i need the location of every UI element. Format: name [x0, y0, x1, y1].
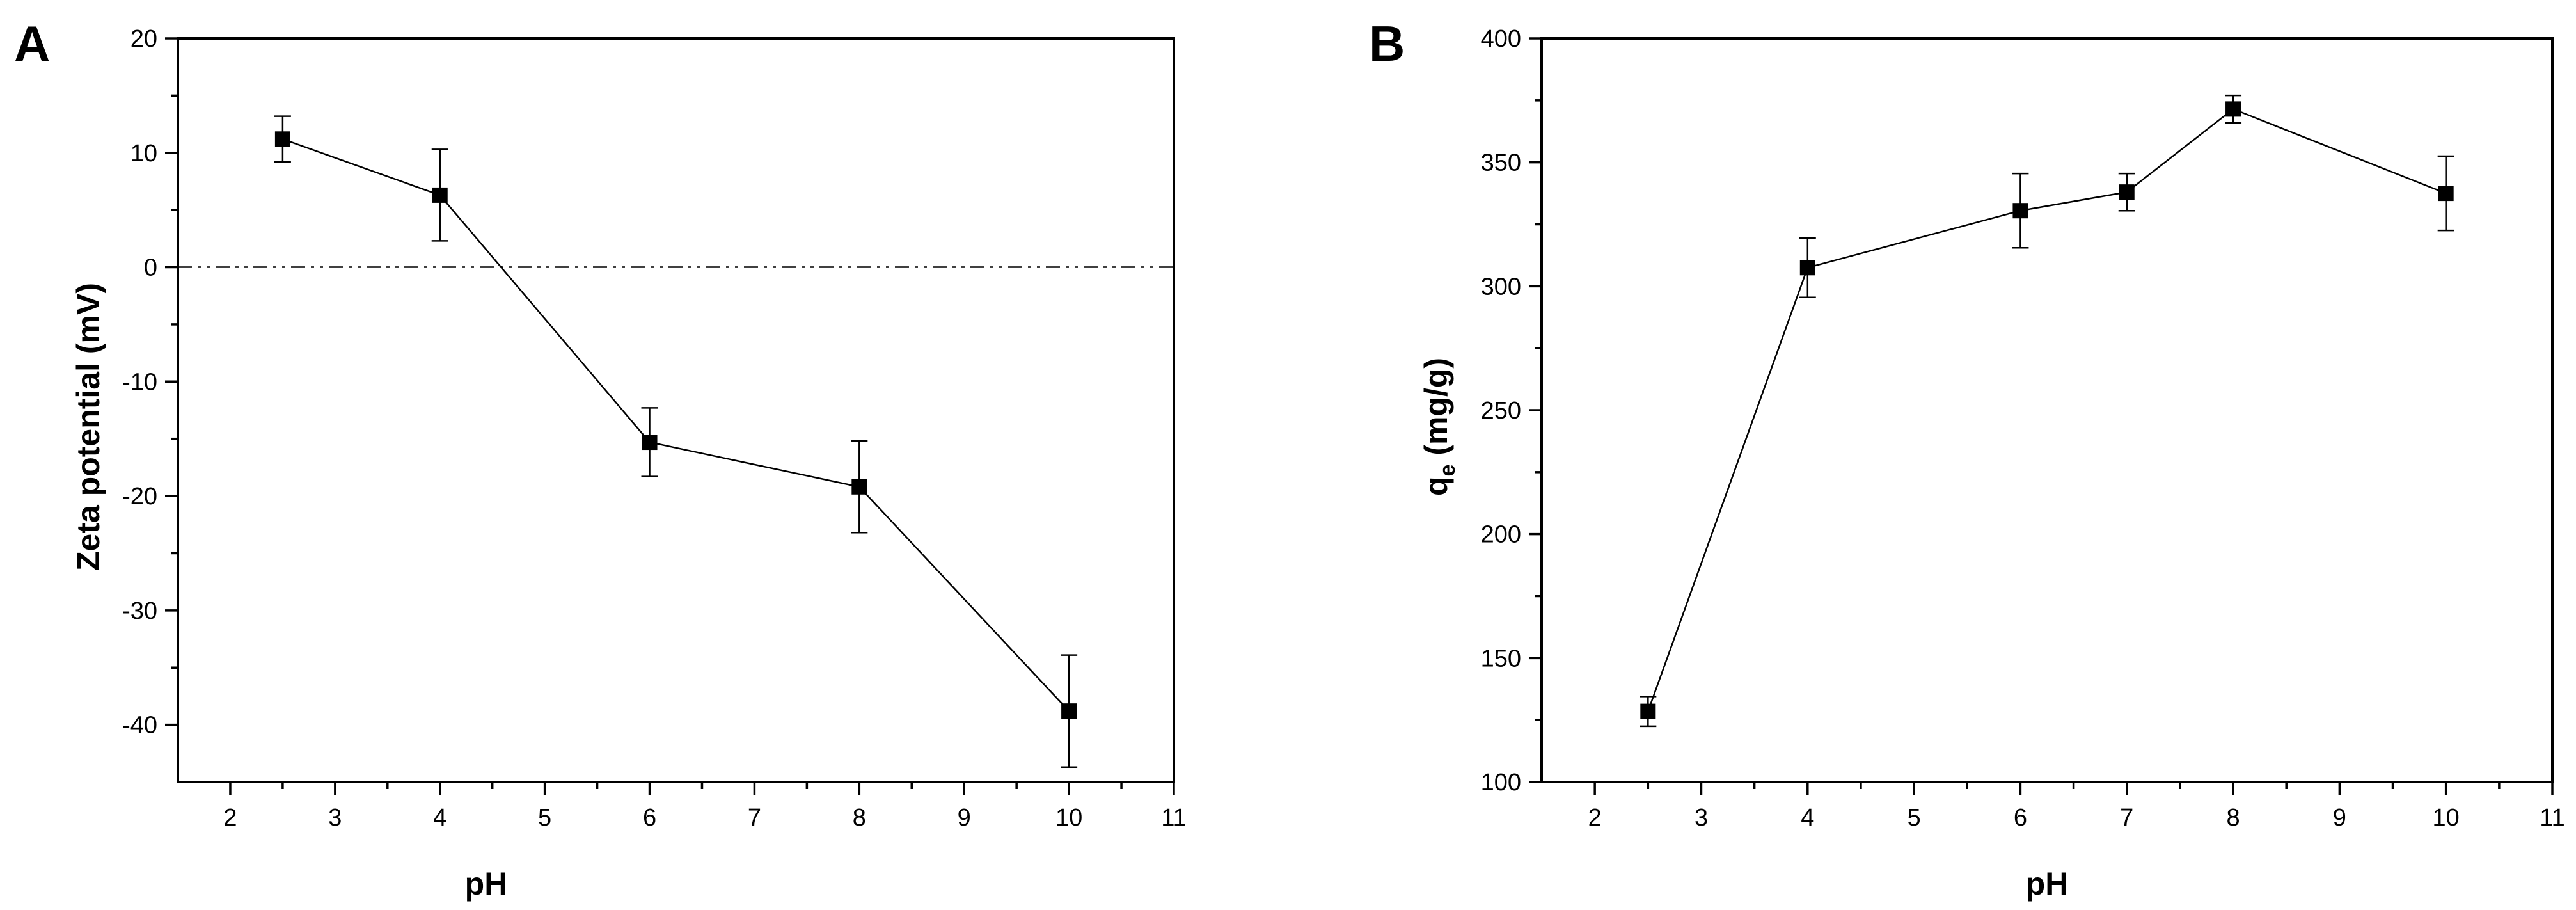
- panel-a-y-tick-label: 20: [130, 26, 157, 52]
- panel-b-y-axis-title-subscript: e: [1435, 465, 1460, 477]
- panel-a-x-tick-label: 10: [1055, 804, 1082, 831]
- panel-b-x-tick-label: 9: [2333, 804, 2346, 831]
- panel-b-x-tick-label: 5: [1908, 804, 1921, 831]
- panel-b-y-axis-title-q: q: [1418, 477, 1454, 497]
- panel-b-data-point: [2438, 186, 2454, 202]
- panel-b-y-tick-label: 350: [1481, 150, 1521, 177]
- panel-a-x-tick-label: 3: [328, 804, 342, 831]
- panel-b-data-point: [2012, 203, 2028, 219]
- panel-a-y-tick-label: -40: [122, 712, 157, 739]
- panel-a-x-tick-label: 2: [223, 804, 237, 831]
- panel-a-y-tick-label: -30: [122, 598, 157, 625]
- panel-b-x-tick-label: 11: [2540, 804, 2564, 831]
- panel-b-y-axis-title: qe (mg/g): [1418, 358, 1460, 496]
- panel-a-y-tick-label: 0: [144, 255, 157, 282]
- panel-b-x-tick-label: 6: [2014, 804, 2027, 831]
- panel-b-letter: B: [1369, 15, 1405, 72]
- panel-b-y-tick-label: 300: [1481, 273, 1521, 300]
- panel-a-x-tick-label: 6: [643, 804, 656, 831]
- panel-b-x-axis-title: pH: [2026, 866, 2069, 902]
- panel-b-data-point: [2225, 101, 2241, 117]
- panel-a-x-tick-label: 5: [538, 804, 551, 831]
- panel-b-y-tick-label: 150: [1481, 645, 1521, 672]
- panel-b-plot-frame: [1540, 37, 2554, 783]
- panel-a-y-tick-label: 10: [130, 140, 157, 167]
- panel-a-y-tick-label: -10: [122, 369, 157, 395]
- panel-a-x-tick-label: 4: [433, 804, 446, 831]
- panel-b-y-tick-label: 200: [1481, 522, 1521, 548]
- panel-a-data-point: [1061, 703, 1077, 719]
- panel-a-letter: A: [14, 15, 50, 72]
- panel-b-x-tick-label: 3: [1695, 804, 1708, 831]
- panel-a-data-point: [274, 131, 290, 147]
- panel-b-x-tick-label: 10: [2433, 804, 2460, 831]
- chart-panel-b: B pH qe (mg/g) 2 3 4 5 6 7 8 9 10 11 100 150 200 250 3…: [1369, 15, 2565, 902]
- panel-b-y-tick-label: 400: [1481, 26, 1521, 52]
- panel-b-data-point: [1799, 260, 1815, 276]
- panel-a-x-tick-label: 11: [1161, 804, 1186, 831]
- panel-a-x-tick-label: 9: [958, 804, 971, 831]
- panel-b-x-tick-label: 7: [2120, 804, 2133, 831]
- panel-a-series-line: [282, 138, 1070, 712]
- panel-a-data-point: [432, 187, 448, 203]
- panel-b-y-tick-label: 100: [1481, 769, 1521, 796]
- chart-panel-a: A pH Zeta potential (mV) 2 3 4 5 6 7 8 9 10 11 -40…: [14, 15, 1187, 902]
- panel-b-x-tick-label: 4: [1801, 804, 1814, 831]
- panel-a-y-tick-label: -20: [122, 483, 157, 510]
- panel-a-data-point: [642, 435, 658, 451]
- panel-a-x-tick-label: 7: [748, 804, 761, 831]
- panel-b-data-point: [2119, 184, 2135, 200]
- panel-b-x-tick-label: 2: [1588, 804, 1602, 831]
- panel-b-x-tick-label: 8: [2226, 804, 2240, 831]
- panel-a-data-point: [851, 479, 867, 495]
- panel-a-y-axis-title: Zeta potential (mV): [70, 283, 106, 571]
- panel-b-y-axis-title-unit: (mg/g): [1418, 358, 1454, 465]
- panel-a-x-tick-label: 8: [853, 804, 866, 831]
- panel-a-x-axis-title: pH: [465, 866, 508, 902]
- panel-b-series-line: [1647, 108, 2447, 712]
- panel-b-data-point: [1640, 703, 1656, 719]
- panel-a-plot-frame: [177, 37, 1175, 783]
- panel-b-y-tick-label: 250: [1481, 397, 1521, 424]
